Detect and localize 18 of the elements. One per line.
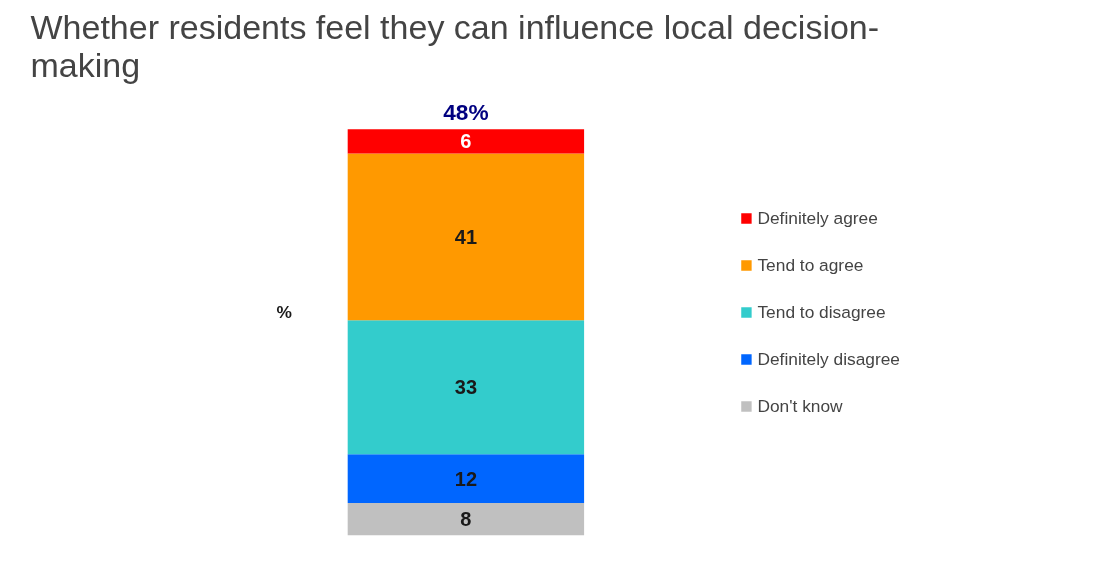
legend-label: Definitely disagree <box>757 348 900 369</box>
data-label: 41 <box>454 225 478 248</box>
legend-label: Tend to agree <box>757 254 864 275</box>
legend-label: Don't know <box>757 395 843 416</box>
text: 48% <box>443 99 489 126</box>
data-label: 8 <box>460 508 472 531</box>
bar <box>347 320 585 455</box>
bar <box>347 502 585 536</box>
data-label: 6 <box>460 130 472 153</box>
legend-label: Definitely agree <box>757 207 878 228</box>
chart-title: Whether residents feel they can influence local decision- making <box>30 7 880 84</box>
legend-label: Tend to disagree <box>757 301 886 322</box>
bar <box>347 129 585 154</box>
data-label: 33 <box>454 376 478 399</box>
text: % <box>276 302 292 322</box>
data-label: 12 <box>454 467 478 490</box>
bar <box>347 454 585 503</box>
bar <box>347 153 585 321</box>
